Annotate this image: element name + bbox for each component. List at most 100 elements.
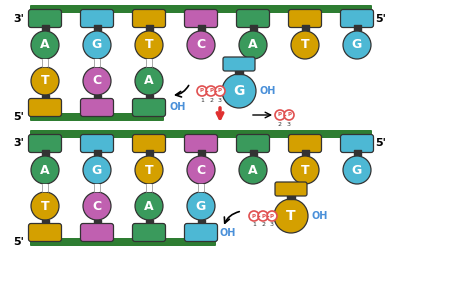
FancyBboxPatch shape xyxy=(341,135,373,153)
Text: 2: 2 xyxy=(278,122,282,126)
Text: P: P xyxy=(252,213,256,218)
FancyBboxPatch shape xyxy=(30,113,164,121)
Text: T: T xyxy=(301,39,309,52)
Text: C: C xyxy=(92,200,102,213)
Text: 1: 1 xyxy=(252,222,256,227)
Circle shape xyxy=(291,31,319,59)
Text: P: P xyxy=(278,113,282,117)
FancyBboxPatch shape xyxy=(28,10,62,28)
Text: C: C xyxy=(197,39,206,52)
Text: 3': 3' xyxy=(14,139,24,148)
Text: P: P xyxy=(287,113,291,117)
Circle shape xyxy=(135,31,163,59)
Circle shape xyxy=(83,67,111,95)
FancyBboxPatch shape xyxy=(30,5,372,13)
FancyBboxPatch shape xyxy=(28,99,62,117)
Text: G: G xyxy=(233,84,245,98)
Circle shape xyxy=(187,31,215,59)
FancyBboxPatch shape xyxy=(132,135,166,153)
Circle shape xyxy=(284,110,294,120)
Text: G: G xyxy=(196,200,206,213)
Text: T: T xyxy=(145,39,153,52)
FancyBboxPatch shape xyxy=(30,238,216,246)
FancyBboxPatch shape xyxy=(288,135,321,153)
Text: 3: 3 xyxy=(287,122,291,126)
FancyBboxPatch shape xyxy=(81,224,113,242)
Text: G: G xyxy=(92,39,102,52)
Text: G: G xyxy=(352,39,362,52)
Text: A: A xyxy=(248,164,258,177)
FancyBboxPatch shape xyxy=(132,10,166,28)
Text: T: T xyxy=(40,200,50,213)
Text: P: P xyxy=(218,88,222,93)
Circle shape xyxy=(249,211,259,221)
FancyBboxPatch shape xyxy=(341,10,373,28)
Circle shape xyxy=(239,156,267,184)
FancyBboxPatch shape xyxy=(237,10,270,28)
Text: 3: 3 xyxy=(218,97,222,102)
FancyBboxPatch shape xyxy=(28,224,62,242)
Text: T: T xyxy=(145,164,153,177)
Text: C: C xyxy=(92,75,102,88)
FancyBboxPatch shape xyxy=(81,10,113,28)
Text: A: A xyxy=(144,200,154,213)
Text: 5': 5' xyxy=(14,112,24,122)
Circle shape xyxy=(222,74,256,108)
Text: 2: 2 xyxy=(261,222,265,227)
Text: 5': 5' xyxy=(376,14,387,23)
Text: 1: 1 xyxy=(200,97,204,102)
Circle shape xyxy=(187,192,215,220)
FancyBboxPatch shape xyxy=(223,57,255,71)
Text: 3': 3' xyxy=(14,14,24,23)
Text: A: A xyxy=(40,39,50,52)
FancyBboxPatch shape xyxy=(288,10,321,28)
Text: 2: 2 xyxy=(209,97,213,102)
Circle shape xyxy=(239,31,267,59)
Circle shape xyxy=(258,211,268,221)
FancyBboxPatch shape xyxy=(132,99,166,117)
FancyBboxPatch shape xyxy=(81,99,113,117)
Text: OH: OH xyxy=(170,102,186,113)
Circle shape xyxy=(31,67,59,95)
Circle shape xyxy=(135,67,163,95)
Text: P: P xyxy=(261,213,265,218)
Text: A: A xyxy=(40,164,50,177)
Text: T: T xyxy=(40,75,50,88)
FancyBboxPatch shape xyxy=(28,135,62,153)
Text: P: P xyxy=(270,213,274,218)
Text: C: C xyxy=(197,164,206,177)
Text: 5': 5' xyxy=(14,237,24,247)
FancyBboxPatch shape xyxy=(81,135,113,153)
FancyBboxPatch shape xyxy=(184,135,217,153)
Circle shape xyxy=(31,31,59,59)
FancyBboxPatch shape xyxy=(184,10,217,28)
Circle shape xyxy=(31,156,59,184)
Text: G: G xyxy=(352,164,362,177)
Text: A: A xyxy=(248,39,258,52)
Circle shape xyxy=(291,156,319,184)
FancyBboxPatch shape xyxy=(132,224,166,242)
Circle shape xyxy=(31,192,59,220)
FancyBboxPatch shape xyxy=(184,224,217,242)
Circle shape xyxy=(274,199,308,233)
FancyBboxPatch shape xyxy=(30,130,372,138)
Text: P: P xyxy=(200,88,204,93)
Text: OH: OH xyxy=(311,211,328,221)
Circle shape xyxy=(267,211,277,221)
FancyBboxPatch shape xyxy=(275,182,307,196)
Circle shape xyxy=(83,156,111,184)
Text: OH: OH xyxy=(220,227,236,238)
Circle shape xyxy=(275,110,285,120)
Circle shape xyxy=(206,86,216,96)
Text: G: G xyxy=(92,164,102,177)
Circle shape xyxy=(135,156,163,184)
Text: 3: 3 xyxy=(270,222,274,227)
Circle shape xyxy=(343,31,371,59)
Text: P: P xyxy=(209,88,213,93)
Circle shape xyxy=(83,31,111,59)
Circle shape xyxy=(187,156,215,184)
Text: A: A xyxy=(144,75,154,88)
Text: T: T xyxy=(286,209,296,223)
Text: OH: OH xyxy=(259,86,275,96)
Circle shape xyxy=(197,86,207,96)
